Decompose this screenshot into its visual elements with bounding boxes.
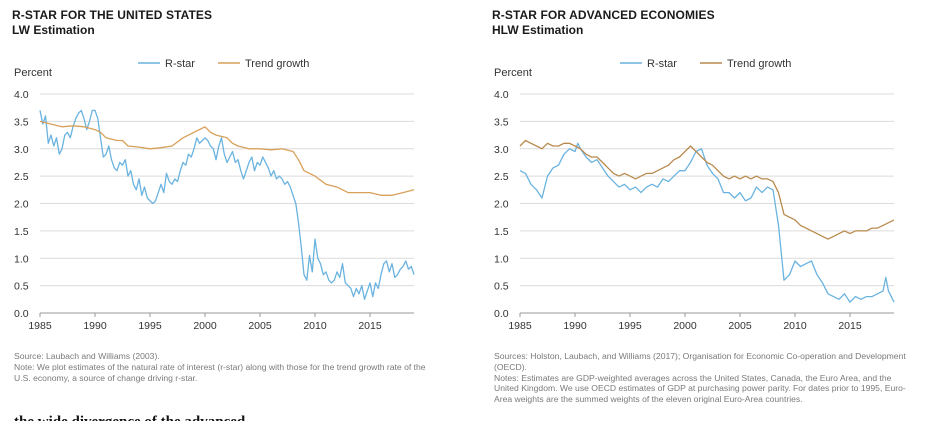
y-tick-label: 3.5 (494, 116, 509, 128)
x-tick-label: 2015 (358, 320, 382, 332)
y-tick-label: 2.5 (14, 171, 29, 183)
note-text: Note: We plot estimates of the natural r… (14, 361, 426, 383)
x-tick-label: 1990 (83, 320, 107, 332)
y-tick-label: 2.0 (14, 199, 29, 211)
chart-us: Percent R-star Trend growth 0.0 0.5 1.0 1.5 2.0… (14, 58, 415, 332)
series-line-trend-growth (519, 139, 895, 240)
x-tick-label: 1990 (563, 320, 587, 332)
chart-title: R-STAR FOR THE UNITED STATES (12, 8, 213, 22)
x-tick-label: 1985 (28, 320, 52, 332)
y-tick-label: 3.5 (14, 116, 29, 128)
cutoff-heading: the wide divergence of the advanced (14, 411, 394, 421)
y-tick-label: 2.5 (494, 171, 509, 183)
chart-panel-advanced: R-STAR FOR ADVANCED ECONOMIES HLW Estima… (480, 0, 920, 421)
y-tick-label: 1.0 (494, 253, 509, 265)
legend-label: Trend growth (727, 58, 791, 70)
note-text: Notes: Estimates are GDP-weighted averag… (494, 372, 906, 405)
series-line-trend-growth (39, 120, 415, 196)
source-text: Sources: Holston, Laubach, and Williams … (494, 351, 906, 372)
y-tick-label: 0.5 (494, 281, 509, 293)
y-axis-label: Percent (494, 67, 532, 79)
x-tick-label: 2005 (248, 320, 272, 332)
y-tick-label: 0.5 (14, 281, 29, 293)
legend-label: R-star (165, 58, 195, 70)
x-tick-label: 2010 (783, 320, 807, 332)
y-tick-label: 1.5 (14, 226, 29, 238)
x-tick-label: 1995 (618, 320, 642, 332)
x-tick-label: 1995 (138, 320, 162, 332)
series-line-r-star (519, 142, 895, 303)
chart-subtitle: LW Estimation (12, 23, 95, 37)
y-tick-label: 3.0 (494, 144, 509, 156)
x-tick-label: 2000 (193, 320, 217, 332)
legend-label: R-star (647, 58, 677, 70)
series-line-r-star (39, 109, 415, 300)
legend-label: Trend growth (245, 58, 309, 70)
chart-subtitle: HLW Estimation (492, 23, 584, 37)
y-tick-label: 3.0 (14, 144, 29, 156)
y-axis-label: Percent (14, 67, 52, 79)
chart-title: R-STAR FOR ADVANCED ECONOMIES (492, 8, 715, 22)
chart-notes: Source: Laubach and Williams (2003). Not… (14, 351, 434, 383)
x-tick-label: 2000 (673, 320, 697, 332)
x-tick-label: 1985 (508, 320, 532, 332)
chart-advanced: Percent R-star Trend growth 0.0 0.5 1.0 1.5 2.0… (494, 58, 895, 332)
y-tick-label: 2.0 (494, 199, 509, 211)
x-tick-label: 2005 (728, 320, 752, 332)
source-text: Source: Laubach and Williams (2003). (14, 351, 160, 361)
y-tick-label: 1.0 (14, 253, 29, 265)
chart-notes: Sources: Holston, Laubach, and Williams … (494, 351, 914, 405)
y-tick-label: 4.0 (14, 89, 29, 101)
y-tick-label: 0.0 (14, 308, 29, 320)
y-tick-label: 4.0 (494, 89, 509, 101)
x-tick-label: 2010 (303, 320, 327, 332)
chart-panel-us: R-STAR FOR THE UNITED STATES LW Estimati… (0, 0, 440, 421)
x-tick-label: 2015 (838, 320, 862, 332)
y-tick-label: 0.0 (494, 308, 509, 320)
y-tick-label: 1.5 (494, 226, 509, 238)
